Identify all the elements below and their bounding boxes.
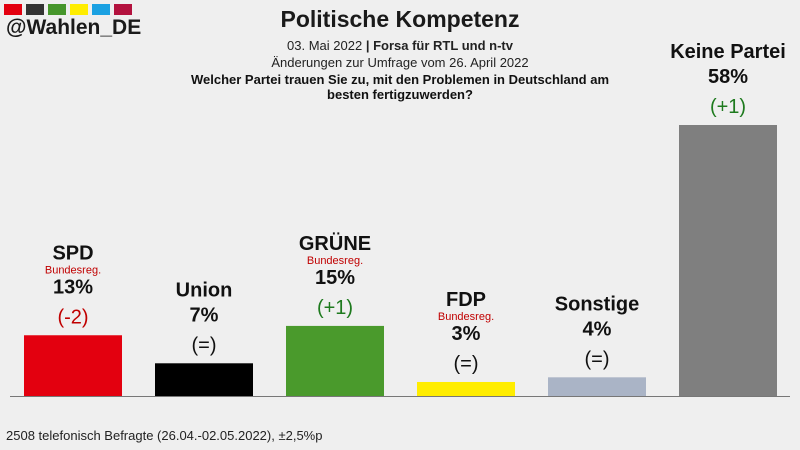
bar-value-label: 13% <box>53 276 93 298</box>
survey-source: Forsa für RTL und n-tv <box>373 38 513 53</box>
bar-category-label: Sonstige <box>555 293 639 315</box>
bar-value-label: 7% <box>190 304 219 326</box>
changes-note: Änderungen zur Umfrage vom 26. April 202… <box>271 55 529 70</box>
party-color-swatch <box>114 4 132 15</box>
bar-change-label: (=) <box>585 348 610 370</box>
bar-category-label: Union <box>176 279 233 301</box>
bar-sonstige <box>548 377 646 396</box>
government-tag: Bundesreg. <box>438 311 494 323</box>
party-color-swatch <box>92 4 110 15</box>
bar-category-label: FDP <box>446 289 486 311</box>
meta-separator: | <box>365 38 370 53</box>
bar-gr-ne <box>286 325 384 396</box>
footer-note: 2508 telefonisch Befragte (26.04.-02.05.… <box>6 428 323 443</box>
chart-title: Politische Kompetenz <box>280 6 520 32</box>
survey-question: Welcher Partei trauen Sie zu, mit den Pr… <box>190 72 610 102</box>
bar-value-label: 58% <box>708 66 748 88</box>
bar-category-label: SPD <box>52 242 93 264</box>
bar-value-label: 3% <box>452 323 481 345</box>
brand-handle: @Wahlen_DE <box>6 16 142 39</box>
bar-change-label: (=) <box>192 334 217 356</box>
party-color-swatch <box>26 4 44 15</box>
survey-date: 03. Mai 2022 <box>287 38 363 53</box>
bar-change-label: (=) <box>454 353 479 375</box>
bar-category-label: GRÜNE <box>299 232 371 255</box>
government-tag: Bundesreg. <box>307 255 363 267</box>
bar-keine-partei <box>679 125 777 396</box>
bar-change-label: (-2) <box>57 306 88 328</box>
party-color-swatch <box>70 4 88 15</box>
bar-value-label: 15% <box>315 267 355 289</box>
government-tag: Bundesreg. <box>45 264 101 276</box>
bar-spd <box>24 335 122 396</box>
chart-baseline <box>10 396 790 397</box>
bar-union <box>155 363 253 396</box>
survey-meta: 03. Mai 2022 | Forsa für RTL und n-tv <box>0 38 800 53</box>
bar-value-label: 4% <box>583 318 612 340</box>
bar-change-label: (+1) <box>317 297 353 319</box>
party-color-swatch <box>48 4 66 15</box>
bar-category-label: Keine Partei <box>670 41 786 63</box>
party-color-swatch <box>4 4 22 15</box>
bar-fdp <box>417 381 515 396</box>
bar-change-label: (+1) <box>710 96 746 118</box>
